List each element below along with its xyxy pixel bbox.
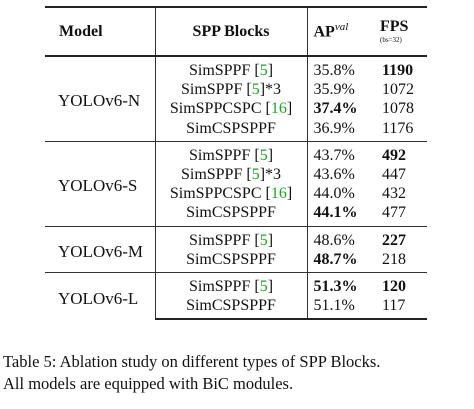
table-row: SimCSPSPPF 44.1% 477 [45, 203, 427, 226]
fps-value-cell: 227 [370, 225, 427, 250]
ablation-table-container: Model SPP Blocks APval FPS (bs=32) YOLOv… [45, 6, 427, 321]
model-name-cell: YOLOv6-L [45, 271, 155, 320]
table-row: SimSPPF [5]*3 43.6% 447 [45, 164, 427, 185]
ap-value-cell: 35.8% [306, 56, 370, 81]
spp-block-suffix: ]*3 [259, 81, 282, 99]
header-model: Model [45, 7, 155, 56]
ap-value-cell: 51.1% [306, 296, 370, 321]
table-body: YOLOv6-N SimSPPF [5] 35.8% 1190 SimSPPF [5]*… [45, 56, 427, 321]
ap-value-cell: 44.0% [306, 184, 370, 204]
citation-link[interactable]: 5 [259, 277, 268, 295]
spp-block-name: SimCSPSPPF [186, 250, 276, 268]
ap-value-cell: 51.3% [306, 271, 370, 297]
table-row: YOLOv6-N SimSPPF [5] 35.8% 1190 [45, 56, 427, 110]
ap-value-cell: 35.9% [306, 80, 370, 100]
citation-link[interactable]: 5 [259, 231, 268, 249]
ablation-table: Model SPP Blocks APval FPS (bs=32) YOLOv… [45, 6, 427, 321]
spp-block-suffix: ] [267, 231, 274, 249]
spp-block-name: SimSPPF [ [180, 81, 252, 99]
header-model-label: Model [59, 22, 103, 40]
spp-block-cell: SimCSPSPPF [154, 249, 307, 273]
table-row: SimCSPSPPF 48.7% 218 [45, 249, 427, 273]
table-row: YOLOv6-M SimSPPF [5] 48.6% 227 [45, 225, 427, 273]
spp-block-name: SimSPPCSPC [ [169, 100, 271, 118]
spp-block-cell: SimCSPSPPF [154, 203, 307, 226]
spp-block-suffix: ] [286, 185, 293, 203]
spp-block-cell: SimCSPSPPF [154, 118, 307, 142]
fps-value-cell: 1072 [382, 81, 414, 99]
caption-line-1: Table 5: Ablation study on different typ… [3, 352, 381, 371]
spp-block-name: SimCSPSPPF [186, 119, 276, 137]
spp-block-cell: SimSPPF [5] [154, 271, 307, 297]
spp-block-cell: SimSPPF [5] [154, 225, 307, 250]
spp-block-suffix: ] [286, 100, 293, 118]
spp-block-name: SimCSPSPPF [186, 204, 276, 222]
fps-value-cell: 432 [382, 185, 406, 203]
ap-value-cell: 48.6% [306, 225, 370, 250]
citation-link[interactable]: 5 [251, 81, 260, 99]
fps-value-cell: 1176 [382, 119, 414, 137]
fps-value-cell: 1190 [382, 62, 414, 80]
table-row: YOLOv6-S SimSPPF [5] 43.7% 492 [45, 140, 427, 226]
ap-value-cell: 48.7% [306, 249, 370, 273]
spp-block-cell: SimSPPF [5] [154, 56, 307, 81]
spp-block-cell: SimSPPF [5]*3 [154, 80, 307, 100]
spp-block-cell: SimSPPF [5]*3 [154, 164, 307, 185]
citation-link[interactable]: 16 [270, 185, 287, 203]
header-ap-superscript: val [334, 21, 349, 34]
citation-link[interactable]: 5 [259, 62, 268, 80]
ap-value-cell: 43.7% [306, 140, 370, 165]
table-row: SimCSPSPPF 51.1% 117 [45, 296, 427, 321]
spp-block-name: SimSPPF [ [188, 62, 260, 80]
table-header-row: Model SPP Blocks APval FPS (bs=32) [45, 7, 427, 56]
fps-value-cell: 117 [370, 296, 427, 321]
spp-block-suffix: ] [267, 146, 274, 164]
header-fps: FPS (bs=32) [370, 7, 427, 56]
spp-block-cell: SimSPPCSPC [16] [154, 184, 307, 204]
table-row: YOLOv6-L SimSPPF [5] 51.3% 120 [45, 271, 427, 320]
caption-line-2: All models are equipped with BiC modules… [3, 374, 294, 393]
header-ap: APval [306, 7, 370, 56]
fps-value-cell: 477 [382, 204, 406, 222]
table-caption: Table 5: Ablation study on different typ… [3, 351, 471, 395]
spp-block-suffix: ]*3 [259, 166, 282, 184]
fps-value-cell: 218 [382, 250, 406, 268]
header-ap-label: AP [313, 23, 335, 41]
spp-block-cell: SimSPPCSPC [16] [154, 99, 307, 119]
header-spp-blocks: SPP Blocks [154, 7, 307, 56]
spp-block-name: SimSPPF [ [188, 277, 260, 295]
citation-link[interactable]: 5 [251, 166, 260, 184]
ap-value-cell: 37.4% [306, 99, 370, 119]
fps-value-cell: 447 [382, 166, 406, 184]
spp-block-name: SimSPPF [ [188, 146, 260, 164]
header-fps-label: FPS [380, 18, 409, 35]
spp-block-cell: SimCSPSPPF [154, 296, 307, 321]
model-name-cell: YOLOv6-N [58, 91, 141, 111]
ap-value-cell: 36.9% [306, 118, 370, 142]
spp-block-name: SimCSPSPPF [186, 297, 276, 315]
header-spp-label: SPP Blocks [192, 22, 270, 40]
ap-value-cell: 43.6% [306, 164, 370, 185]
fps-value-cell: 492 [370, 140, 427, 165]
spp-block-suffix: ] [267, 277, 274, 295]
spp-block-suffix: ] [267, 62, 274, 80]
header-fps-batch-note: (bs=32) [380, 36, 402, 44]
citation-link[interactable]: 16 [270, 100, 287, 118]
model-name-cell: YOLOv6-M [45, 225, 155, 273]
spp-block-name: SimSPPF [ [188, 231, 260, 249]
table-row: SimSPPCSPC [16] 44.0% 432 [45, 184, 427, 204]
fps-value-cell: 120 [370, 271, 427, 297]
spp-block-cell: SimSPPF [5] [154, 140, 307, 165]
ap-value-cell: 44.1% [306, 203, 370, 226]
spp-block-name: SimSPPF [ [180, 166, 252, 184]
spp-block-name: SimSPPCSPC [ [169, 185, 271, 203]
fps-value-cell: 1078 [382, 100, 414, 118]
model-name-cell: YOLOv6-S [45, 140, 155, 226]
table-row: SimSPPCSPC [16] 37.4% 1078 [45, 99, 427, 119]
table-row: SimCSPSPPF 36.9% 1176 [45, 118, 427, 142]
citation-link[interactable]: 5 [259, 146, 268, 164]
table-row: SimSPPF [5]*3 35.9% 1072 [45, 80, 427, 100]
